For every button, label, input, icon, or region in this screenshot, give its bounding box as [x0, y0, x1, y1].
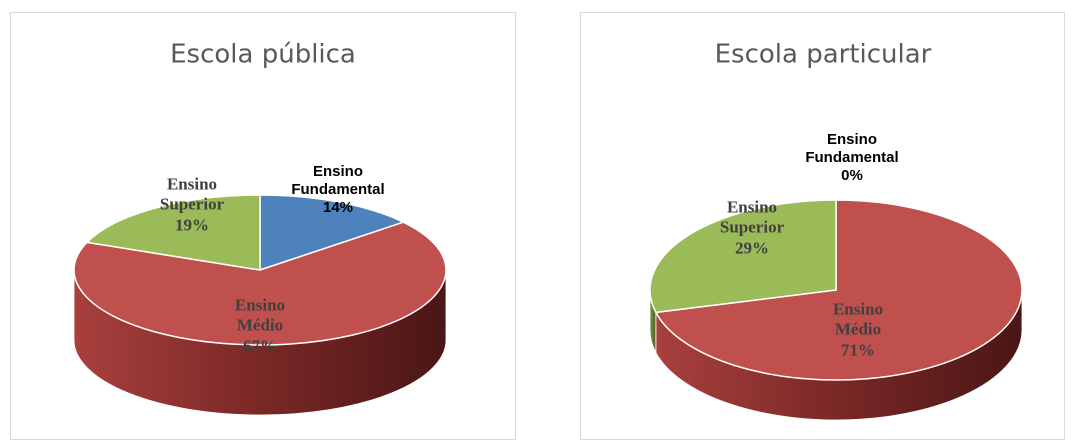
- panel-border: [580, 12, 1065, 440]
- label-category: Ensino Médio: [234, 295, 286, 335]
- data-label: Ensino Médio 71%: [833, 299, 883, 360]
- pie-slice: [85, 194, 261, 271]
- data-label: Ensino Superior 29%: [720, 197, 784, 258]
- data-label: Ensino Fundamental 0%: [805, 131, 898, 185]
- label-category: Ensino Superior: [159, 174, 225, 214]
- pie-top: [649, 199, 837, 314]
- pie-slice: [73, 221, 447, 416]
- label-value: 0%: [841, 167, 863, 184]
- label-category: Ensino Médio: [832, 299, 884, 339]
- label-category: Ensino Superior: [719, 197, 785, 237]
- panel-border: [10, 12, 516, 440]
- label-category: Ensino Fundamental: [291, 163, 385, 198]
- chart-title: Escola pública: [170, 40, 356, 70]
- data-label: Ensino Fundamental 14%: [291, 163, 384, 217]
- label-value: 14%: [322, 199, 354, 216]
- pie-slice: [649, 199, 837, 353]
- data-label: Ensino Superior 19%: [160, 174, 224, 235]
- label-category: Ensino Fundamental: [805, 131, 899, 166]
- pie-top: [73, 221, 447, 346]
- pie-top: [654, 199, 1023, 381]
- label-value: 29%: [735, 238, 769, 258]
- label-value: 71%: [841, 340, 875, 360]
- pie-top: [259, 194, 406, 272]
- pie-top: [85, 194, 261, 271]
- label-value: 19%: [175, 215, 209, 235]
- label-value: 67%: [243, 336, 277, 356]
- pie-slice: [259, 194, 406, 272]
- chart-title: Escola particular: [715, 40, 932, 70]
- data-label: Ensino Médio 67%: [235, 295, 285, 356]
